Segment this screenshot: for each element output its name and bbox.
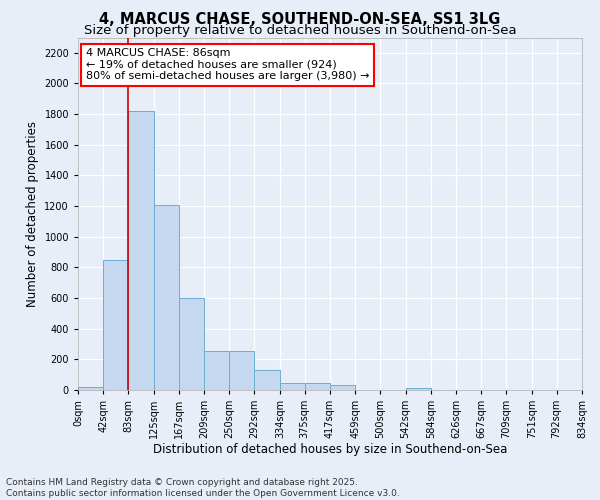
- Bar: [78, 387, 103, 390]
- Bar: [128, 111, 154, 390]
- Text: Contains HM Land Registry data © Crown copyright and database right 2025.
Contai: Contains HM Land Registry data © Crown c…: [6, 478, 400, 498]
- Bar: [205, 351, 229, 390]
- Bar: [280, 383, 305, 390]
- Bar: [179, 298, 205, 390]
- Text: 4 MARCUS CHASE: 86sqm
← 19% of detached houses are smaller (924)
80% of semi-det: 4 MARCUS CHASE: 86sqm ← 19% of detached …: [86, 48, 369, 82]
- Bar: [229, 351, 254, 390]
- Bar: [330, 386, 355, 390]
- Text: Size of property relative to detached houses in Southend-on-Sea: Size of property relative to detached ho…: [83, 24, 517, 37]
- Y-axis label: Number of detached properties: Number of detached properties: [26, 120, 38, 306]
- Bar: [103, 260, 128, 390]
- Bar: [154, 204, 179, 390]
- X-axis label: Distribution of detached houses by size in Southend-on-Sea: Distribution of detached houses by size …: [153, 442, 507, 456]
- Bar: [406, 388, 431, 390]
- Bar: [305, 383, 330, 390]
- Bar: [254, 370, 280, 390]
- Text: 4, MARCUS CHASE, SOUTHEND-ON-SEA, SS1 3LG: 4, MARCUS CHASE, SOUTHEND-ON-SEA, SS1 3L…: [100, 12, 500, 28]
